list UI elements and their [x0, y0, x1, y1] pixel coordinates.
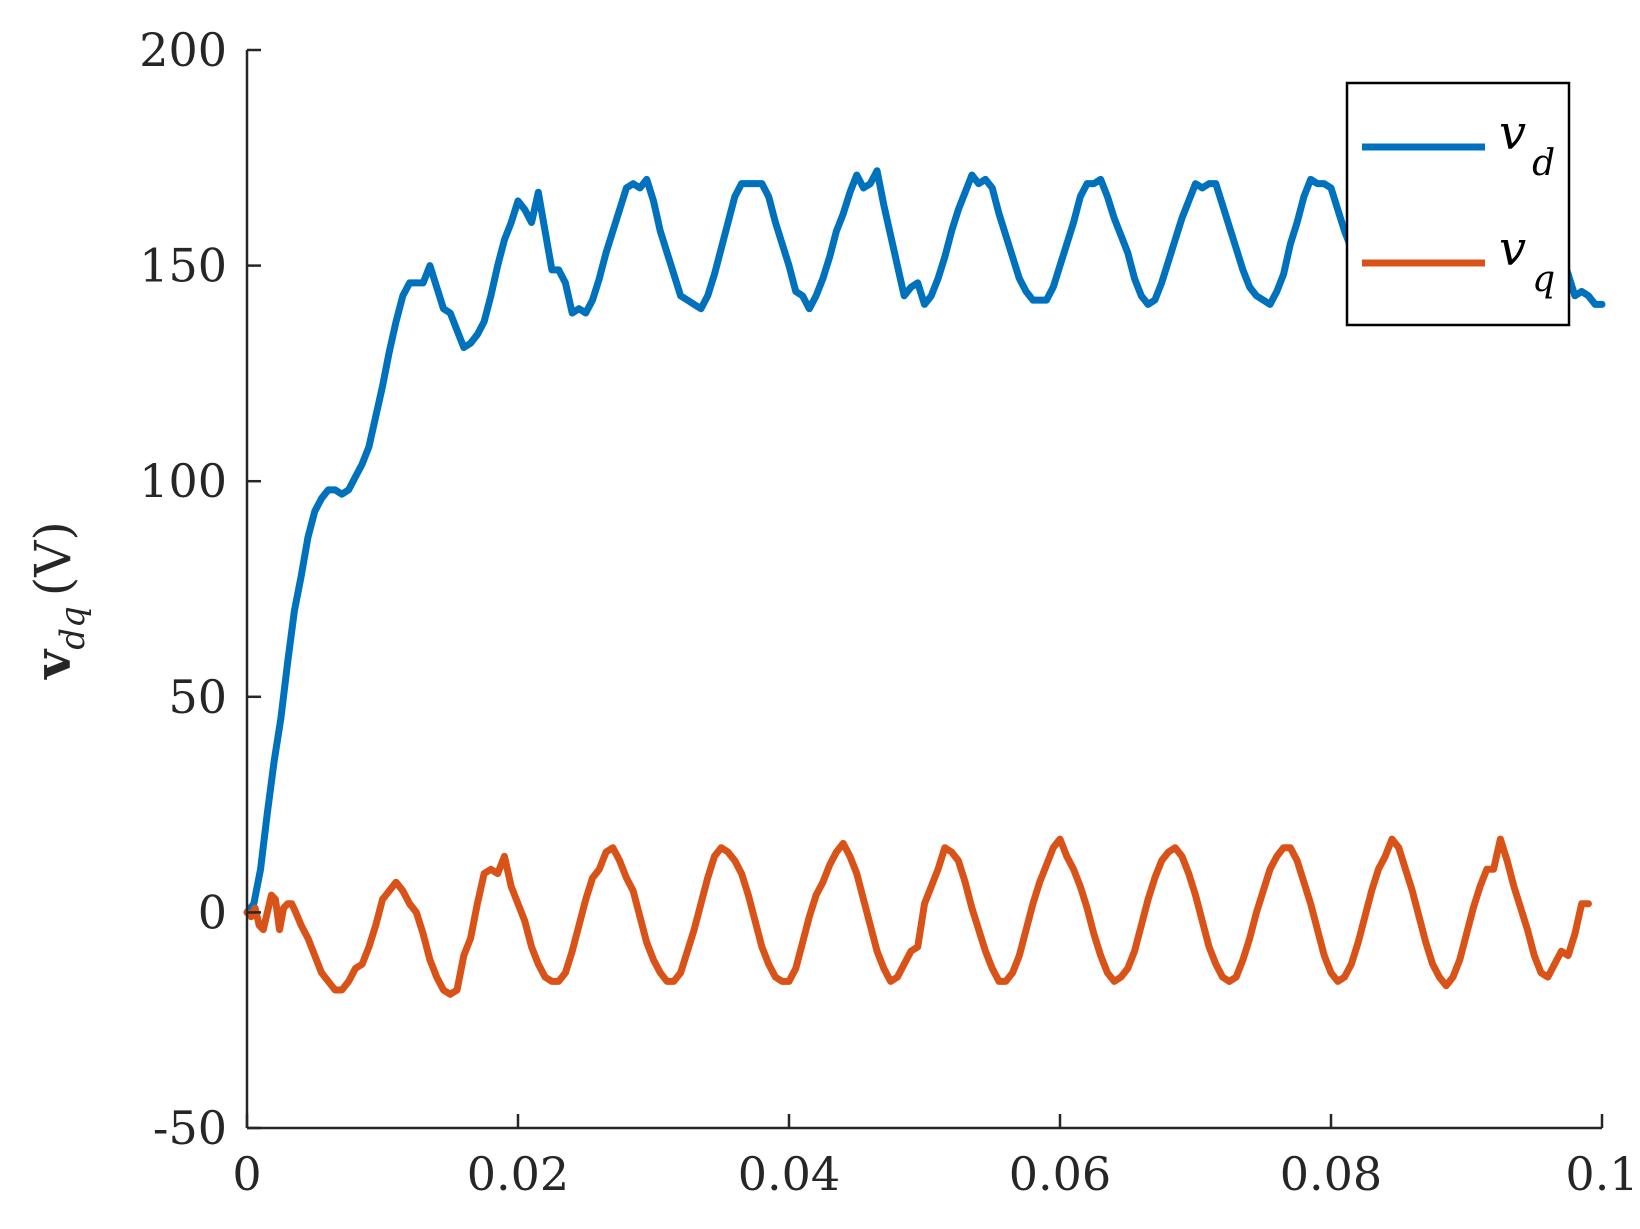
x-tick-label: 0.02 [467, 1147, 569, 1201]
legend-box [1345, 81, 1571, 327]
y-tick-label: 200 [139, 23, 227, 77]
x-tick-label: 0.08 [1280, 1147, 1382, 1201]
legend: vd vq [1345, 81, 1571, 327]
y-tick-label: 100 [139, 454, 227, 508]
y-axis-title-subscript: dq [53, 606, 93, 650]
series-line-vq [243, 835, 1592, 998]
x-tick-label: 0.06 [1009, 1147, 1111, 1201]
x-tick-label: 0.04 [738, 1147, 840, 1201]
y-tick-label: 50 [168, 670, 227, 724]
x-tick-label: 0 [232, 1147, 261, 1201]
y-tick-label: 150 [139, 239, 227, 293]
axes-layer [245, 50, 1602, 1130]
legend-label-vd: vd [1499, 105, 1555, 184]
y-axis-title-unit: (V) [24, 521, 82, 596]
y-tick-label: 0 [198, 885, 227, 939]
y-tick-label: -50 [153, 1101, 227, 1155]
legend-label-vq: vq [1499, 221, 1555, 300]
y-axis-title-main: v [23, 648, 82, 680]
y-axis-title: vdq (V) [23, 521, 93, 680]
x-tick-label: 0.1 [1565, 1147, 1638, 1201]
